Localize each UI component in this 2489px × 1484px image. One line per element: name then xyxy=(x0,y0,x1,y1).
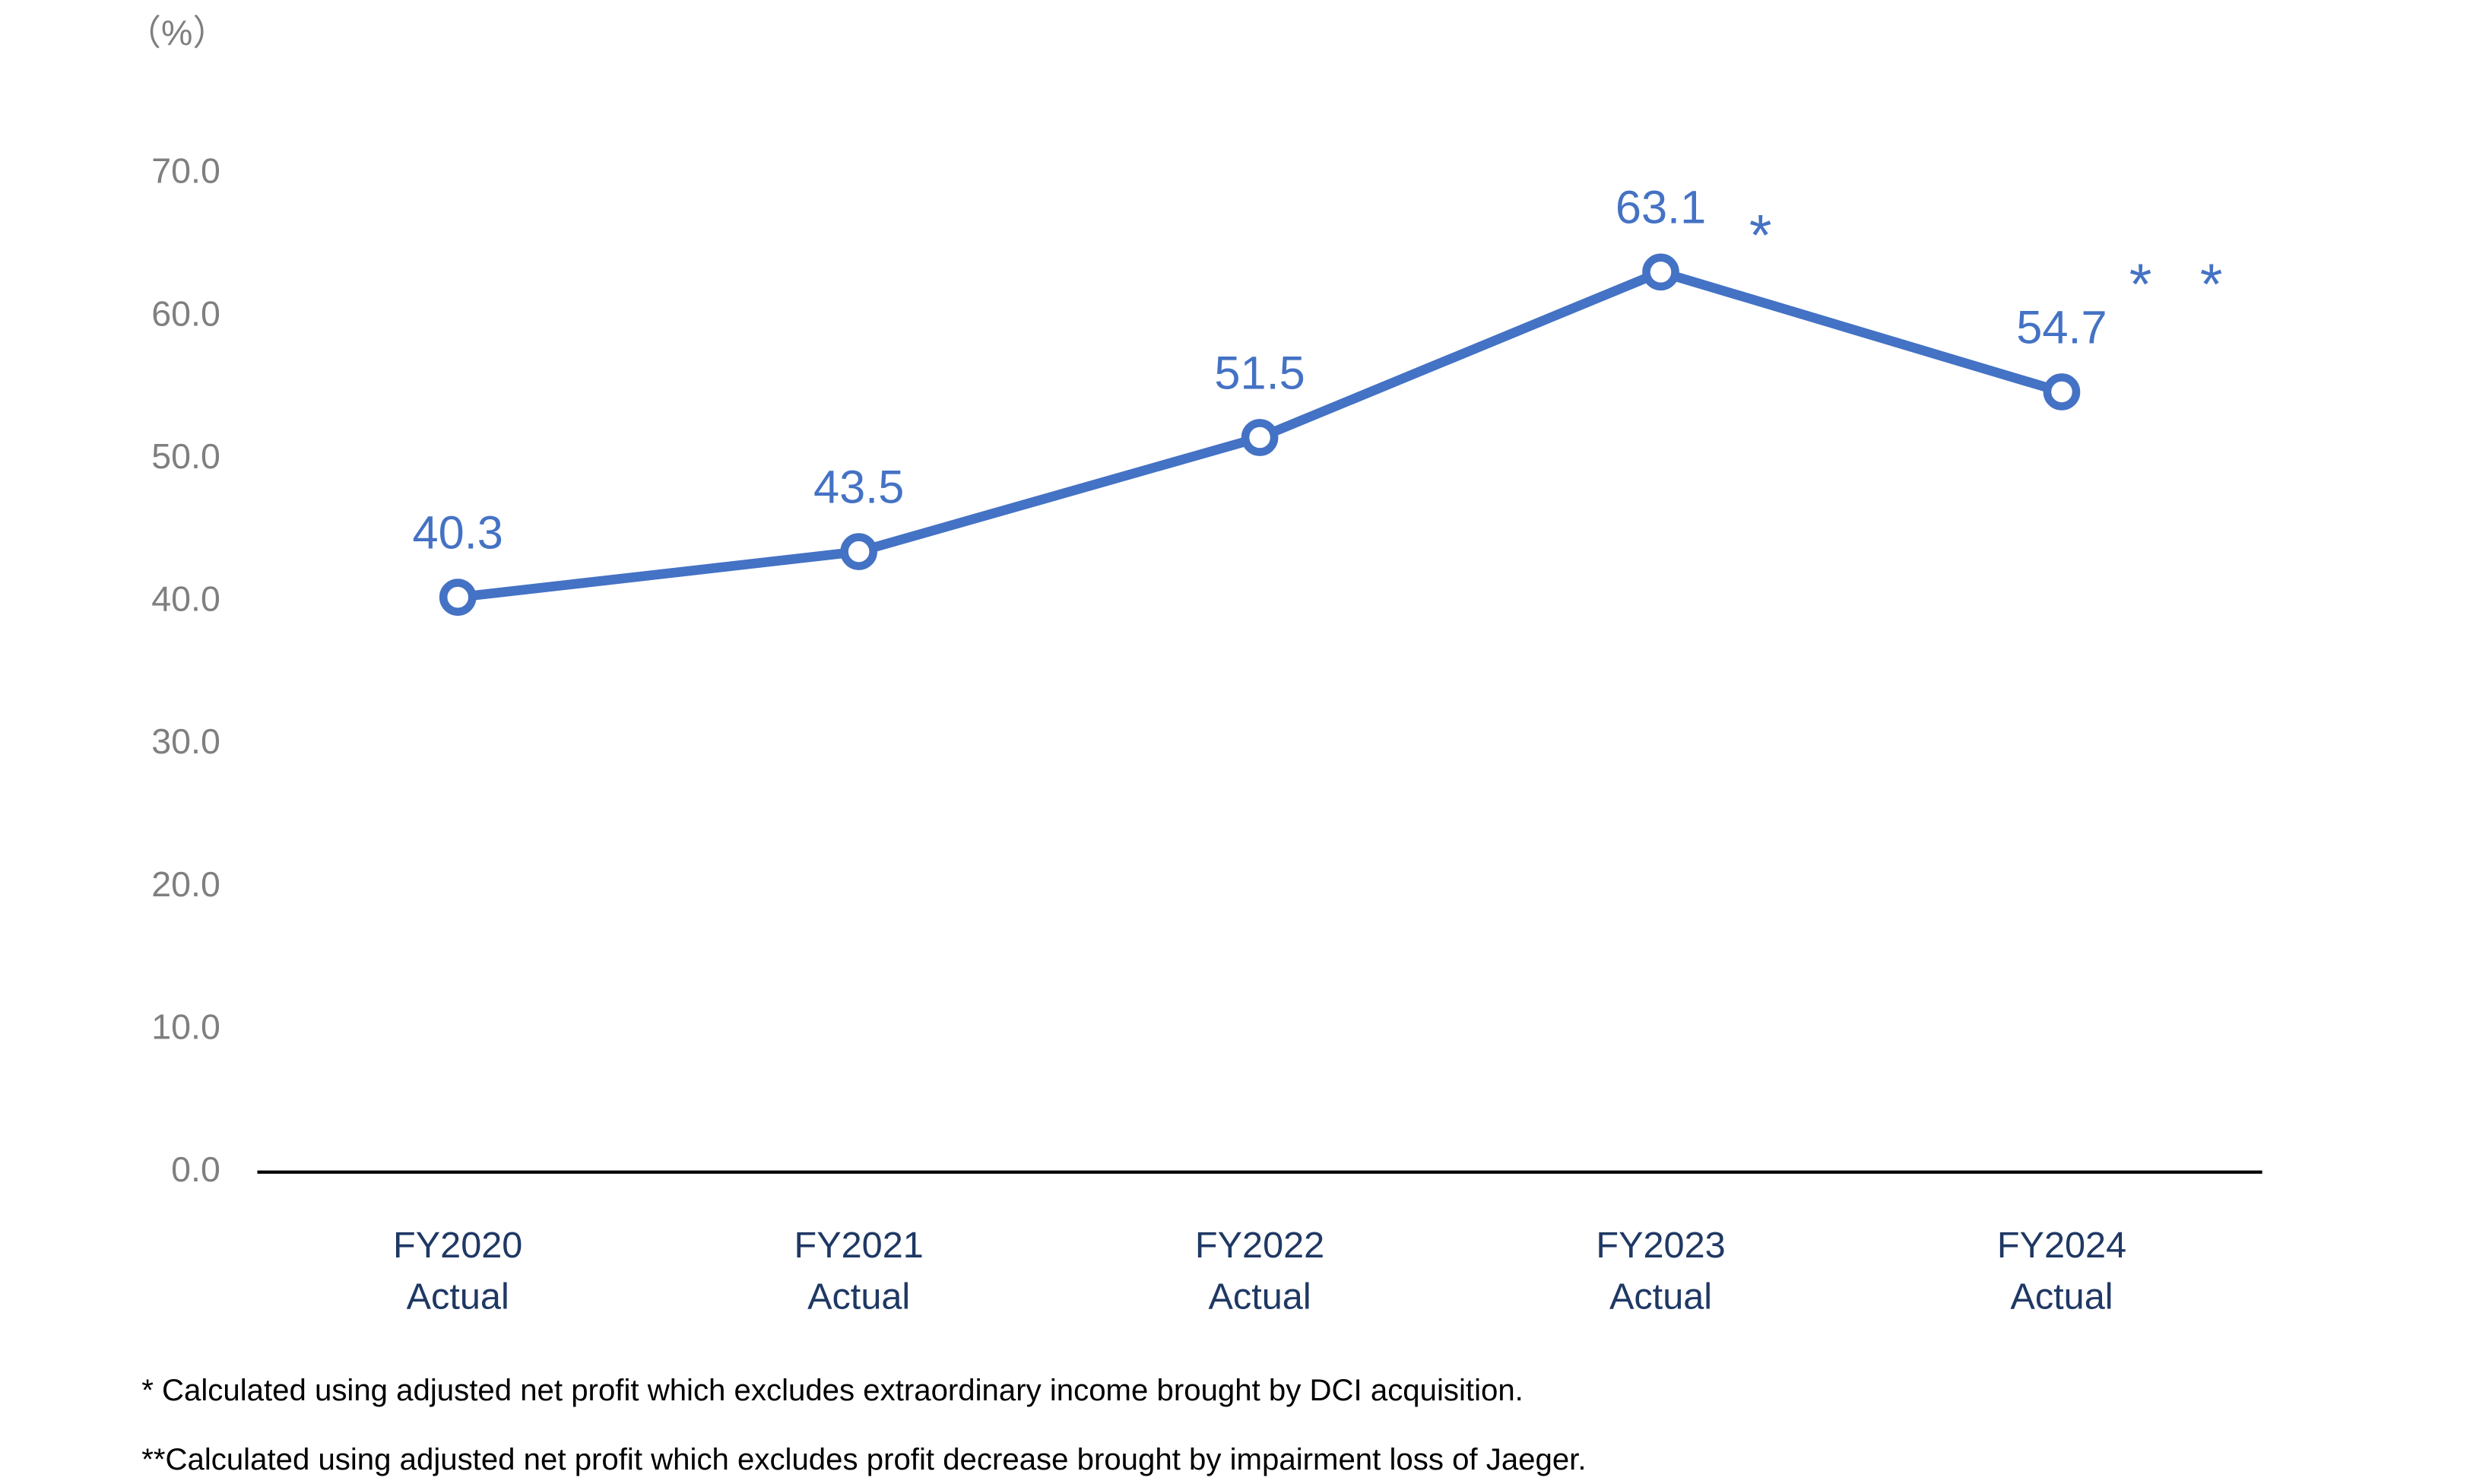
y-tick-label: 50.0 xyxy=(151,436,220,476)
x-tick-label: FY2020 xyxy=(393,1225,522,1266)
data-label: 51.5 xyxy=(1214,346,1305,398)
annotation: * * xyxy=(2129,252,2239,317)
marker xyxy=(2043,373,2081,411)
marker xyxy=(439,579,477,616)
data-label: 40.3 xyxy=(413,506,503,558)
data-label: 43.5 xyxy=(813,460,904,512)
y-unit-label: （%） xyxy=(126,13,228,52)
x-tick-label: FY2021 xyxy=(794,1225,923,1266)
x-tick-label: Actual xyxy=(1609,1276,1712,1318)
y-tick-label: 20.0 xyxy=(151,864,220,904)
y-tick-label: 0.0 xyxy=(171,1149,220,1189)
footnote: **Calculated using adjusted net profit w… xyxy=(141,1442,1586,1476)
x-tick-label: Actual xyxy=(807,1276,910,1318)
marker xyxy=(1642,253,1679,291)
y-tick-label: 60.0 xyxy=(151,293,220,333)
y-tick-label: 40.0 xyxy=(151,579,220,619)
footnote: * Calculated using adjusted net profit w… xyxy=(141,1373,1524,1407)
marker xyxy=(1241,419,1279,456)
x-tick-label: FY2023 xyxy=(1596,1225,1725,1266)
x-tick-label: Actual xyxy=(1209,1276,1311,1318)
x-tick-label: FY2024 xyxy=(1997,1225,2126,1266)
x-tick-label: Actual xyxy=(407,1276,509,1318)
annotation: * xyxy=(1749,204,1772,268)
x-tick-label: Actual xyxy=(2010,1276,2113,1318)
marker xyxy=(840,533,877,570)
data-label: 54.7 xyxy=(2016,300,2107,353)
y-tick-label: 30.0 xyxy=(151,721,220,761)
y-tick-label: 10.0 xyxy=(151,1007,220,1046)
x-tick-label: FY2022 xyxy=(1195,1225,1324,1266)
data-label: 63.1 xyxy=(1615,181,1706,233)
y-tick-label: 70.0 xyxy=(151,151,220,191)
